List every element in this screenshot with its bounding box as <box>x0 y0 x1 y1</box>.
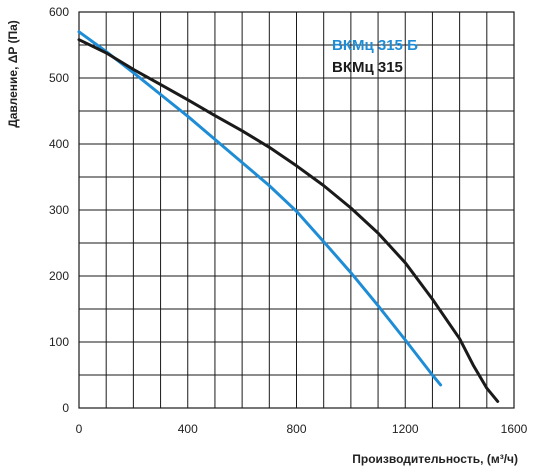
legend-entry-2: ВКМц 315 <box>332 59 403 76</box>
y-tick-label: 400 <box>49 137 69 151</box>
y-tick-label: 600 <box>49 5 69 19</box>
x-axis-label: Производительность, (м³/ч) <box>352 452 518 466</box>
y-tick-label: 100 <box>49 335 69 349</box>
series-line-1 <box>77 30 443 387</box>
x-tick-label: 0 <box>76 422 83 436</box>
series-line-2 <box>77 38 500 403</box>
series-layer <box>77 30 500 403</box>
y-axis-ticks: 0 100 200 300 400 500 600 <box>49 5 69 415</box>
x-axis-ticks: 0 400 800 1200 1600 <box>76 422 528 436</box>
y-tick-label: 0 <box>62 401 69 415</box>
y-tick-label: 200 <box>49 269 69 283</box>
legend: ВКМц 315 Б ВКМц 315 <box>332 37 418 76</box>
y-tick-label: 500 <box>49 71 69 85</box>
legend-entry-1: ВКМц 315 Б <box>332 37 418 54</box>
y-tick-label: 300 <box>49 203 69 217</box>
y-axis-label: Давление, ΔP (Па) <box>6 20 20 128</box>
plot-frame <box>78 11 515 409</box>
x-tick-label: 400 <box>178 422 198 436</box>
x-tick-label: 1600 <box>501 422 528 436</box>
x-tick-label: 800 <box>286 422 306 436</box>
x-tick-label: 1200 <box>392 422 419 436</box>
